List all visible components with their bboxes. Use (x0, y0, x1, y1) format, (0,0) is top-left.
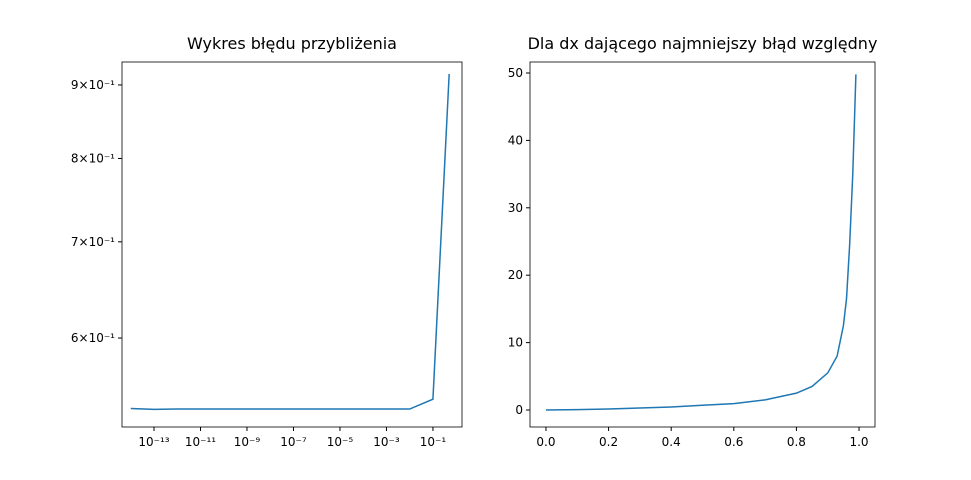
y-tick-label: 6×10⁻¹ (71, 331, 115, 345)
line (545, 74, 857, 411)
axes-frame (529, 61, 876, 428)
x-tick-label: 10⁻⁹ (234, 435, 261, 449)
x-tick-label: 0.8 (787, 435, 806, 449)
y-tick-label: 9×10⁻¹ (71, 78, 115, 92)
chart-title: Dla dx dającego najmniejszy błąd względn… (528, 34, 878, 53)
y-tick-label: 10 (508, 336, 523, 350)
y-tick-label: 40 (508, 133, 523, 147)
x-tick-label: 10⁻³ (373, 435, 400, 449)
x-tick-label: 10⁻¹³ (138, 435, 169, 449)
x-tick-label: 0.6 (724, 435, 743, 449)
x-tick-label: 1.0 (849, 435, 868, 449)
line (130, 73, 450, 411)
y-tick-label: 0 (515, 403, 523, 417)
x-tick-label: 10⁻⁷ (280, 435, 307, 449)
y-tick-label: 50 (508, 66, 523, 80)
x-tick-label: 10⁻¹ (420, 435, 447, 449)
x-tick-label: 0.0 (536, 435, 555, 449)
axes-frame (121, 61, 463, 428)
y-tick-label: 20 (508, 268, 523, 282)
chart-title: Wykres błędu przybliżenia (187, 34, 397, 53)
x-tick-label: 10⁻¹¹ (185, 435, 216, 449)
y-tick-label: 30 (508, 201, 523, 215)
y-tick-label: 7×10⁻¹ (71, 235, 115, 249)
x-tick-label: 0.2 (599, 435, 618, 449)
y-tick-label: 8×10⁻¹ (71, 151, 115, 165)
x-tick-label: 10⁻⁵ (327, 435, 354, 449)
x-tick-label: 0.4 (662, 435, 681, 449)
